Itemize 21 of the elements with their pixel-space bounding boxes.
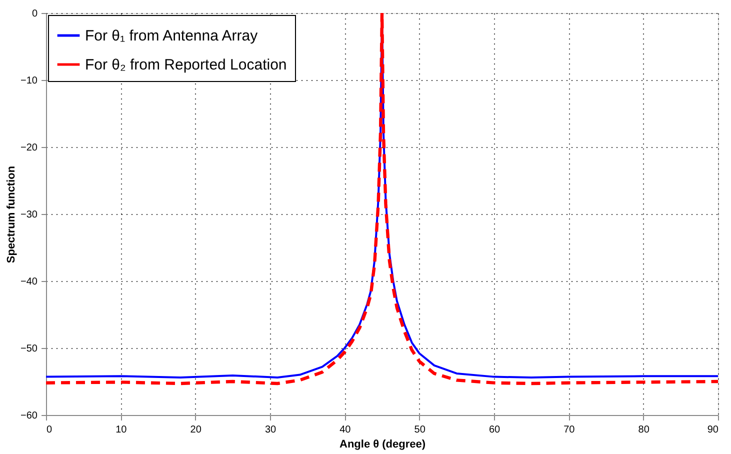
y-tick-label: 0 — [32, 8, 38, 20]
y-tick-label: −50 — [20, 344, 38, 354]
x-tick-label: 60 — [488, 424, 500, 436]
x-tick-label: 90 — [707, 424, 719, 436]
x-tick-label: 80 — [638, 424, 650, 436]
legend-label: For θ₁ from Antenna Array — [85, 28, 258, 44]
y-axis-title: Spectrum function — [6, 166, 18, 264]
x-tick-label: 70 — [564, 424, 576, 436]
y-tick-label: −30 — [20, 210, 38, 220]
x-tick-label: 10 — [116, 424, 128, 436]
y-tick-label: −60 — [20, 410, 38, 422]
x-tick-label: 30 — [264, 424, 276, 436]
legend-label: For θ₂ from Reported Location — [85, 56, 287, 74]
x-tick-label: 40 — [340, 424, 352, 436]
x-tick-label: 0 — [46, 424, 52, 436]
y-tick-label: −20 — [20, 142, 38, 154]
x-tick-label: 20 — [190, 424, 202, 436]
y-tick-label: −40 — [20, 276, 38, 288]
x-axis-title: Angle θ (degree) — [339, 438, 426, 450]
y-tick-label: −10 — [20, 76, 38, 86]
x-tick-label: 50 — [414, 424, 426, 436]
